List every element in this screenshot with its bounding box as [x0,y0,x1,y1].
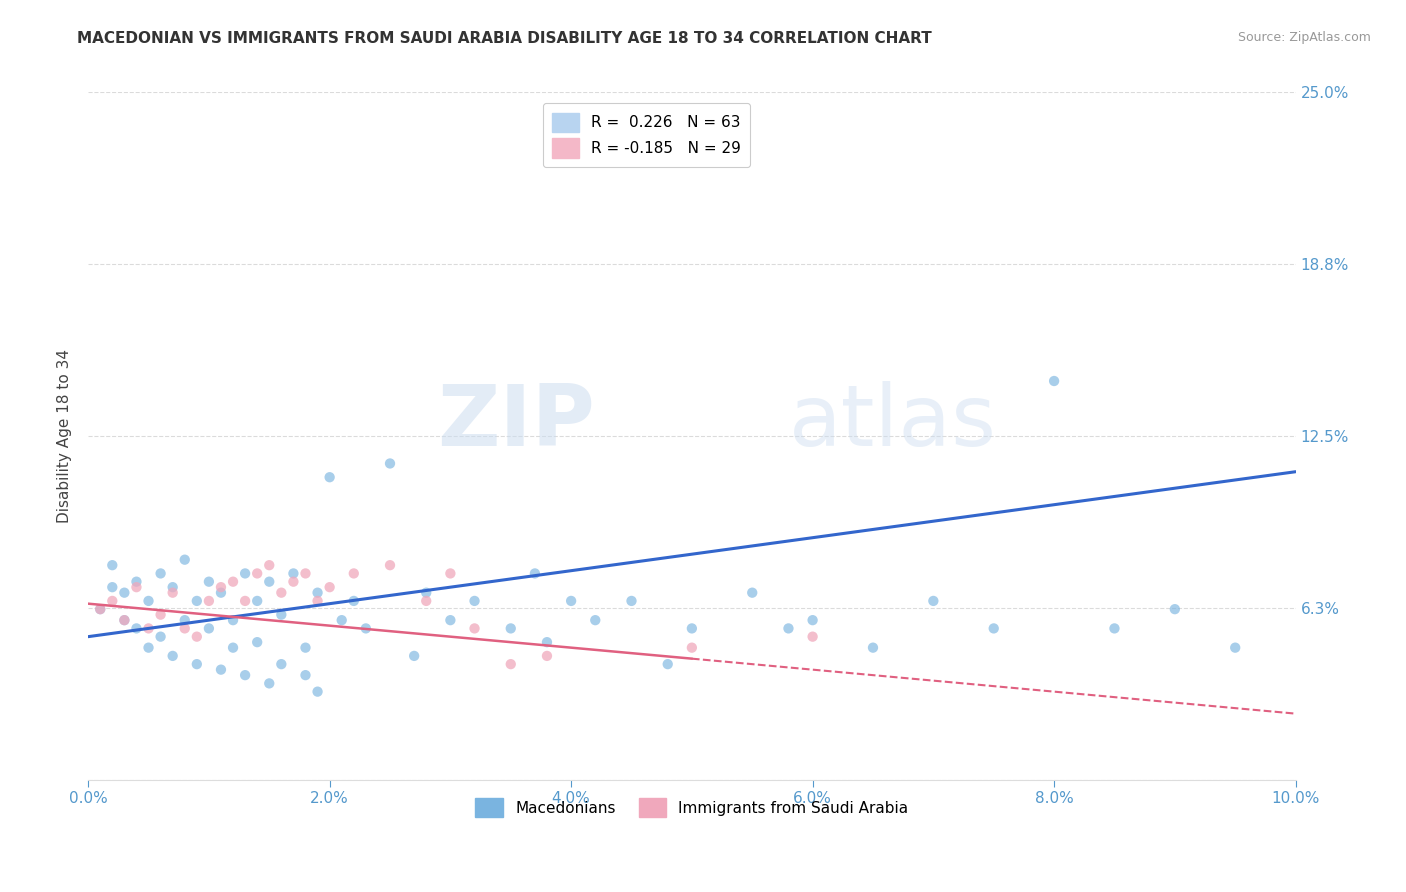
Point [801,630,824,644]
Point [209,580,232,594]
Point [270,607,292,622]
Point [233,566,256,581]
Point [162,580,184,594]
Point [499,621,522,635]
Point [922,594,945,608]
Point [259,574,281,589]
Point [138,621,160,635]
Point [523,566,546,581]
Point [112,585,135,599]
Point [404,648,426,663]
Point [1104,621,1126,635]
Point [101,580,124,594]
Point [294,668,316,682]
Point [343,594,366,608]
Point [354,621,377,635]
Point [536,635,558,649]
Text: ZIP: ZIP [437,381,595,464]
Point [499,657,522,672]
Text: Source: ZipAtlas.com: Source: ZipAtlas.com [1237,31,1371,45]
Point [801,613,824,627]
Point [583,613,606,627]
Point [415,585,437,599]
Point [318,470,340,484]
Point [89,602,111,616]
Point [294,640,316,655]
Point [307,594,329,608]
Point [222,613,245,627]
Point [259,676,281,690]
Point [378,457,401,471]
Point [330,613,353,627]
Point [138,640,160,655]
Point [283,574,305,589]
Point [464,621,486,635]
Point [198,594,221,608]
Point [657,657,679,672]
Point [209,585,232,599]
Point [1164,602,1187,616]
Point [112,613,135,627]
Point [186,657,208,672]
Point [198,574,221,589]
Point [173,621,195,635]
Point [101,558,124,573]
Point [186,594,208,608]
Point [186,630,208,644]
Point [89,602,111,616]
Point [270,585,292,599]
Point [1225,640,1247,655]
Point [125,574,148,589]
Point [101,594,124,608]
Point [378,558,401,573]
Point [294,566,316,581]
Point [439,613,461,627]
Point [125,621,148,635]
Point [983,621,1005,635]
Point [259,558,281,573]
Point [681,640,703,655]
Point [343,566,366,581]
Point [125,580,148,594]
Legend: Macedonians, Immigrants from Saudi Arabia: Macedonians, Immigrants from Saudi Arabi… [470,792,914,823]
Point [138,594,160,608]
Point [233,668,256,682]
Point [149,630,172,644]
Point [246,635,269,649]
Point [862,640,884,655]
Text: MACEDONIAN VS IMMIGRANTS FROM SAUDI ARABIA DISABILITY AGE 18 TO 34 CORRELATION C: MACEDONIAN VS IMMIGRANTS FROM SAUDI ARAB… [77,31,932,46]
Point [318,580,340,594]
Point [246,566,269,581]
Point [233,594,256,608]
Point [307,684,329,698]
Point [222,640,245,655]
Point [741,585,763,599]
Point [464,594,486,608]
Y-axis label: Disability Age 18 to 34: Disability Age 18 to 34 [58,349,72,523]
Point [536,648,558,663]
Point [222,574,245,589]
Point [439,566,461,581]
Point [270,657,292,672]
Point [149,566,172,581]
Point [209,663,232,677]
Point [198,621,221,635]
Point [112,613,135,627]
Point [681,621,703,635]
Text: atlas: atlas [789,381,997,464]
Point [620,594,643,608]
Point [162,648,184,663]
Point [173,552,195,566]
Point [246,594,269,608]
Point [1043,374,1066,388]
Point [307,585,329,599]
Point [162,585,184,599]
Point [415,594,437,608]
Point [778,621,800,635]
Point [283,566,305,581]
Point [149,607,172,622]
Point [173,613,195,627]
Point [560,594,582,608]
